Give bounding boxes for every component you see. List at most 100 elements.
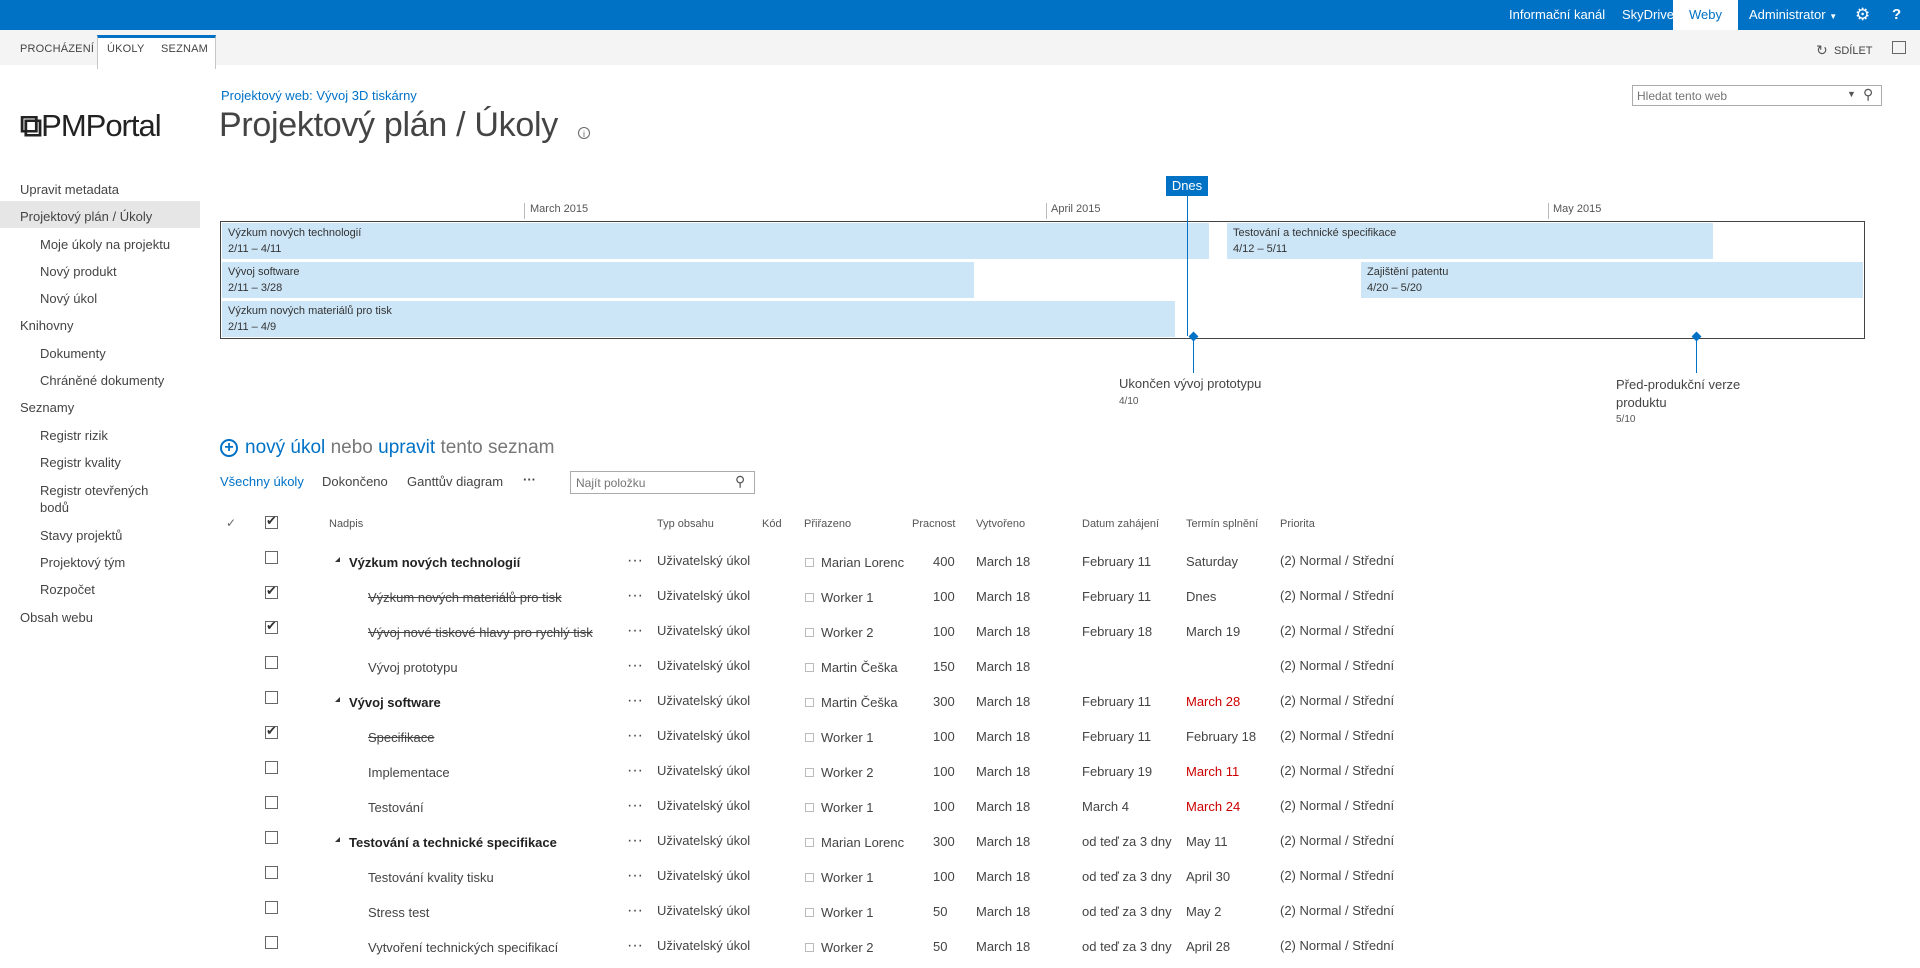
task-title-link[interactable]: Výzkum nových materiálů pro tisk xyxy=(368,590,562,605)
row-checkbox[interactable] xyxy=(265,936,278,949)
suite-link-sites[interactable]: Weby xyxy=(1673,0,1738,30)
row-checkbox[interactable] xyxy=(265,723,278,739)
view-gantt[interactable]: Ganttův diagram xyxy=(407,474,504,489)
task-title-link[interactable]: Vývoj software xyxy=(349,695,441,710)
column-header-assigned[interactable]: Přiřazeno xyxy=(804,518,852,530)
tab-browse[interactable]: PROCHÁZENÍ xyxy=(20,43,95,55)
item-menu-ellipsis-icon[interactable]: ··· xyxy=(627,692,643,709)
column-header-content-type[interactable]: Typ obsahu xyxy=(657,518,714,530)
row-checkbox[interactable] xyxy=(265,691,278,704)
nav-item-new-task[interactable]: Nový úkol xyxy=(40,291,98,306)
row-checkbox[interactable] xyxy=(265,901,278,914)
row-checkbox[interactable] xyxy=(265,656,278,669)
find-item-input[interactable] xyxy=(576,475,726,490)
item-menu-ellipsis-icon[interactable]: ··· xyxy=(627,937,643,954)
assigned-user-link[interactable]: Worker 1 xyxy=(821,590,874,605)
assigned-user-link[interactable]: Marian Lorenc xyxy=(821,835,905,850)
column-header-priority[interactable]: Priorita xyxy=(1280,518,1315,530)
edit-list-link[interactable]: upravit xyxy=(378,437,436,458)
suite-link-newsfeed[interactable]: Informační kanál xyxy=(1509,7,1606,22)
item-menu-ellipsis-icon[interactable]: ··· xyxy=(627,902,643,919)
share-button[interactable]: SDÍLET xyxy=(1834,45,1873,57)
column-header-start-date[interactable]: Datum zahájení xyxy=(1082,518,1160,530)
task-title-link[interactable]: Vývoj prototypu xyxy=(368,660,458,675)
row-checkbox[interactable] xyxy=(265,866,278,879)
column-header-due-date[interactable]: Termín splnění xyxy=(1186,518,1259,530)
timeline-bar[interactable]: Vývoj software 2/11 – 3/28 xyxy=(222,262,974,298)
item-menu-ellipsis-icon[interactable]: ··· xyxy=(627,727,643,744)
item-menu-ellipsis-icon[interactable]: ··· xyxy=(627,622,643,639)
nav-item-edit-metadata[interactable]: Upravit metadata xyxy=(20,182,119,197)
item-menu-ellipsis-icon[interactable]: ··· xyxy=(627,867,643,884)
nav-item-quality-register[interactable]: Registr kvality xyxy=(40,455,121,470)
nav-item-documents[interactable]: Dokumenty xyxy=(40,346,106,361)
nav-item-budget[interactable]: Rozpočet xyxy=(40,582,95,597)
nav-item-project-plan[interactable]: Projektový plán / Úkoly xyxy=(20,209,153,224)
view-completed[interactable]: Dokončeno xyxy=(322,474,388,489)
assigned-user-link[interactable]: Martin Češka xyxy=(821,660,898,675)
help-icon[interactable]: ? xyxy=(1892,6,1902,23)
task-title-link[interactable]: Testování kvality tisku xyxy=(368,870,494,885)
select-all-checkbox[interactable] xyxy=(265,513,278,529)
collapse-triangle-icon[interactable] xyxy=(335,697,340,702)
item-menu-ellipsis-icon[interactable]: ··· xyxy=(627,552,643,569)
new-task-link[interactable]: nový úkol xyxy=(245,437,326,458)
gear-icon[interactable]: ⚙ xyxy=(1855,5,1871,24)
tab-tasks[interactable]: ÚKOLY xyxy=(107,43,145,55)
timeline-bar[interactable]: Testování a technické specifikace 4/12 –… xyxy=(1227,223,1713,259)
timeline-bar[interactable]: Výzkum nových materiálů pro tisk 2/11 – … xyxy=(222,301,1175,337)
collapse-triangle-icon[interactable] xyxy=(335,837,340,842)
nav-item-site-contents[interactable]: Obsah webu xyxy=(20,610,93,625)
tab-list[interactable]: SEZNAM xyxy=(161,43,209,55)
search-icon[interactable]: ⚲ xyxy=(1863,86,1874,102)
search-input[interactable] xyxy=(1637,88,1837,103)
add-icon[interactable]: + xyxy=(220,439,238,457)
nav-item-protected-documents[interactable]: Chráněné dokumenty xyxy=(40,373,165,388)
nav-item-project-status[interactable]: Stavy projektů xyxy=(40,528,123,543)
nav-item-risk-register[interactable]: Registr rizik xyxy=(40,428,108,443)
share-icon[interactable]: ↻ xyxy=(1816,42,1828,58)
nav-item-my-tasks[interactable]: Moje úkoly na projektu xyxy=(40,237,171,252)
nav-item-new-product[interactable]: Nový produkt xyxy=(40,264,117,279)
assigned-user-link[interactable]: Martin Češka xyxy=(821,695,898,710)
focus-mode-icon[interactable] xyxy=(1892,41,1906,54)
column-header-created[interactable]: Vytvořeno xyxy=(976,518,1026,530)
nav-item-project-team[interactable]: Projektový tým xyxy=(40,555,126,570)
assigned-user-link[interactable]: Worker 1 xyxy=(821,730,874,745)
task-title-link[interactable]: Specifikace xyxy=(368,730,435,745)
item-menu-ellipsis-icon[interactable]: ··· xyxy=(627,797,643,814)
more-views-button[interactable]: ··· xyxy=(523,472,536,487)
assigned-user-link[interactable]: Marian Lorenc xyxy=(821,555,905,570)
site-logo[interactable]: ⧉PMPortal xyxy=(20,108,162,145)
row-checkbox[interactable] xyxy=(265,618,278,634)
assigned-user-link[interactable]: Worker 1 xyxy=(821,905,874,920)
nav-item-lists[interactable]: Seznamy xyxy=(20,400,75,415)
item-menu-ellipsis-icon[interactable]: ··· xyxy=(627,587,643,604)
task-title-link[interactable]: Stress test xyxy=(368,905,430,920)
task-title-link[interactable]: Testování xyxy=(368,800,424,815)
task-title-link[interactable]: Vytvoření technických specifikací xyxy=(368,940,559,955)
item-menu-ellipsis-icon[interactable]: ··· xyxy=(627,832,643,849)
assigned-user-link[interactable]: Worker 2 xyxy=(821,765,874,780)
row-checkbox[interactable] xyxy=(265,761,278,774)
nav-item-open-points-register[interactable]: Registr otevřených bodů xyxy=(40,483,149,515)
nav-item-libraries[interactable]: Knihovny xyxy=(20,318,74,333)
assigned-user-link[interactable]: Worker 1 xyxy=(821,800,874,815)
assigned-user-link[interactable]: Worker 2 xyxy=(821,940,874,955)
row-checkbox[interactable] xyxy=(265,831,278,844)
assigned-user-link[interactable]: Worker 1 xyxy=(821,870,874,885)
task-title-link[interactable]: Implementace xyxy=(368,765,450,780)
assigned-user-link[interactable]: Worker 2 xyxy=(821,625,874,640)
task-title-link[interactable]: Vývoj nové tiskové hlavy pro rychlý tisk xyxy=(368,625,593,640)
timeline-bar[interactable]: Zajištění patentu 4/20 – 5/20 xyxy=(1361,262,1863,298)
column-header-title[interactable]: Nadpis xyxy=(329,518,364,530)
task-title-link[interactable]: Výzkum nových technologií xyxy=(349,555,521,570)
task-title-link[interactable]: Testování a technické specifikace xyxy=(349,835,557,850)
breadcrumb[interactable]: Projektový web: Vývoj 3D tiskárny xyxy=(221,88,417,103)
timeline-bar[interactable]: Výzkum nových technologií 2/11 – 4/11 xyxy=(222,223,1209,259)
info-icon[interactable]: i xyxy=(578,127,590,139)
collapse-triangle-icon[interactable] xyxy=(335,557,340,562)
row-checkbox[interactable] xyxy=(265,796,278,809)
search-icon[interactable]: ⚲ xyxy=(735,473,746,489)
column-header-effort[interactable]: Pracnost xyxy=(912,518,956,530)
